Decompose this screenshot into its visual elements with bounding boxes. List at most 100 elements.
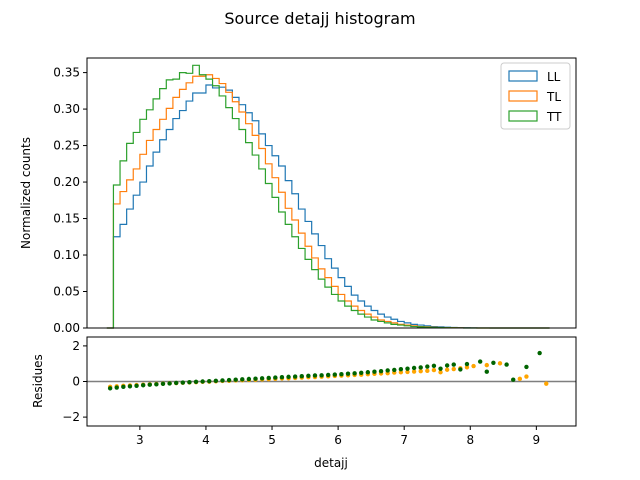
residue-point: [365, 370, 371, 375]
residue-point: [107, 386, 113, 391]
legend-label-tt: TT: [546, 110, 562, 124]
residue-point: [167, 381, 172, 386]
residue-point: [438, 366, 443, 371]
residues-y-tick-label: 2: [72, 339, 80, 353]
residue-point: [312, 373, 318, 378]
residues-y-axis-label: Residues: [31, 354, 45, 408]
legend-swatch-tt: [508, 110, 538, 122]
residue-point: [451, 366, 456, 372]
residue-point: [431, 367, 437, 373]
x-tick-label: 4: [202, 433, 210, 447]
legend-swatch-ll: [508, 70, 538, 82]
residue-point: [114, 385, 119, 390]
residues-y-tick-label: 0: [72, 375, 80, 389]
residue-point: [418, 365, 423, 370]
residue-point: [319, 373, 324, 378]
residue-point: [279, 375, 285, 380]
histogram-y-tick-label: 0.10: [53, 248, 80, 262]
legend-label-ll: LL: [547, 70, 561, 84]
residue-point: [359, 370, 364, 375]
legend-swatch-tl: [508, 90, 538, 102]
residue-point: [299, 373, 304, 379]
residue-point: [524, 364, 529, 370]
residue-point: [174, 380, 179, 386]
residue-point: [240, 377, 245, 382]
residue-point: [517, 376, 523, 382]
residue-point: [246, 376, 252, 382]
residue-point: [484, 362, 489, 368]
residue-point: [187, 380, 192, 385]
residue-point: [524, 374, 529, 379]
legend-label-tl: TL: [546, 90, 561, 104]
residues-series: [107, 350, 549, 391]
residue-point: [378, 368, 384, 374]
residue-point: [266, 375, 271, 381]
residues-y-tick-label: −2: [62, 410, 80, 424]
x-tick-label: 6: [334, 433, 342, 447]
residue-point: [385, 368, 390, 373]
histogram-y-tick-label: 0.30: [53, 102, 80, 116]
residue-point: [200, 379, 205, 384]
residue-point: [471, 363, 476, 369]
residue-point: [213, 378, 219, 383]
x-tick-label: 5: [268, 433, 276, 447]
residue-point: [226, 377, 232, 383]
histogram-panel: 0.00 0.05 0.10 0.15 0.20 0.25 0.30 0.35 Normali…: [19, 57, 577, 335]
residue-point: [504, 362, 509, 367]
residue-point: [405, 366, 410, 371]
residue-point: [491, 360, 496, 366]
residues-x-ticks: 3 4 5 6 7 8 9: [136, 426, 540, 447]
residues-panel: −2 0 2 3 4 5 6 7 8 9 Residues detajj: [31, 336, 577, 470]
residue-point: [372, 369, 377, 374]
residue-point: [451, 362, 456, 367]
residue-point: [484, 369, 489, 374]
histogram-axes-border: [86, 57, 577, 329]
residue-point: [332, 372, 338, 377]
x-tick-label: 8: [466, 433, 474, 447]
residue-point: [537, 350, 542, 356]
residue-point: [292, 374, 298, 379]
residue-point: [477, 359, 483, 364]
residue-point: [425, 368, 430, 374]
residue-point: [233, 377, 238, 382]
histogram-y-tick-label: 0.20: [53, 175, 80, 189]
residue-point: [352, 371, 357, 376]
residue-point: [438, 370, 443, 375]
residue-point: [325, 372, 331, 378]
residue-point: [220, 378, 225, 383]
residue-point: [147, 382, 152, 387]
residue-point: [140, 383, 146, 388]
residue-point: [339, 372, 344, 377]
residue-point: [425, 364, 430, 369]
residue-point: [464, 365, 470, 370]
residue-point: [286, 374, 291, 380]
residue-point: [444, 363, 450, 368]
x-tick-label: 3: [136, 433, 144, 447]
residue-point: [405, 369, 410, 375]
residue-point: [411, 365, 417, 371]
residue-point: [259, 376, 265, 381]
x-tick-label: 9: [533, 433, 541, 447]
residue-point: [497, 361, 503, 366]
histogram-y-ticks: 0.00 0.05 0.10 0.15 0.20 0.25 0.30 0.35: [53, 66, 87, 335]
legend-box: [500, 62, 571, 130]
histogram-y-tick-label: 0.35: [53, 66, 80, 80]
residue-point: [160, 381, 166, 387]
residue-point: [193, 379, 199, 385]
histogram-y-tick-label: 0.00: [53, 321, 80, 335]
residue-point: [121, 384, 126, 390]
residue-point: [306, 373, 311, 379]
figure-title: Source detajj histogram: [224, 9, 415, 28]
residue-point: [511, 377, 516, 382]
residue-point: [154, 382, 159, 387]
x-tick-label: 7: [400, 433, 408, 447]
x-axis-label: detajj: [314, 456, 348, 470]
histogram-y-tick-label: 0.15: [53, 212, 80, 226]
histogram-y-axis-label: Normalized counts: [19, 137, 33, 249]
residue-point: [180, 380, 186, 385]
residue-point: [411, 369, 417, 374]
residue-point: [431, 363, 437, 369]
histogram-y-tick-label: 0.25: [53, 139, 80, 153]
residue-point: [458, 367, 463, 372]
